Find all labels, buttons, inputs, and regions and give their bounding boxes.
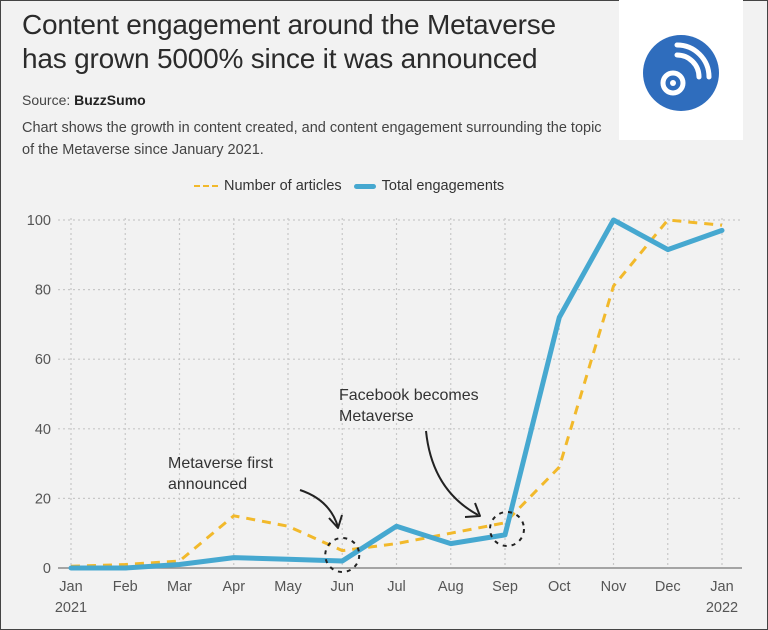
x-tick-label: Jan	[710, 579, 733, 595]
annotation-label-announced: Metaverse first	[168, 455, 273, 472]
title-line-1: Content engagement around the Metaverse	[22, 9, 556, 40]
chart-description: Chart shows the growth in content create…	[22, 120, 602, 158]
legend-swatch-articles	[194, 185, 218, 187]
x-tick-label: Aug	[438, 579, 464, 595]
source-line: Source: BuzzSumo	[22, 92, 146, 108]
annotation-label-announced: announced	[168, 476, 247, 493]
x-tick-label: Dec	[655, 579, 681, 595]
x-tick-label: Oct	[548, 579, 571, 595]
x-tick-label: Apr	[222, 579, 245, 595]
x-tick-label: May	[274, 579, 302, 595]
legend-label-articles: Number of articles	[224, 178, 342, 194]
rss-feed-icon	[643, 35, 719, 111]
x-tick-label: Jun	[331, 579, 354, 595]
grid-lines	[58, 218, 742, 568]
x-tick-label: Feb	[113, 579, 138, 595]
y-tick-label: 0	[43, 561, 51, 577]
y-tick-label: 100	[27, 213, 51, 229]
source-name: BuzzSumo	[74, 92, 146, 108]
annotation-circle-sep	[489, 511, 525, 547]
x-tick-label: Nov	[601, 579, 628, 595]
series-line-articles	[70, 218, 723, 568]
annotation-circle-jun	[324, 537, 361, 573]
x-tick-label: Jul	[387, 579, 406, 595]
x-axis-ticks: Jan 2021 Feb Mar Apr May Jun Jul Aug Sep Oct Nov Dec…	[55, 579, 738, 616]
chart-title: Content engagement around the Metaverse …	[22, 8, 612, 76]
annotations: Metaverse first announced Facebook becomes…	[168, 387, 525, 573]
x-tick-label: 2022	[706, 600, 738, 616]
y-tick-label: 20	[35, 491, 51, 507]
legend-swatch-engagements	[353, 183, 376, 189]
series-line-engagements	[68, 217, 725, 571]
series-lines	[68, 217, 725, 571]
chart-legend: Number of articles Total engagements	[194, 176, 504, 196]
x-tick-label: Sep	[492, 579, 518, 595]
x-tick-label: 2021	[55, 600, 87, 616]
source-label: Source:	[22, 92, 71, 108]
annotation-label-facebook: Metaverse	[339, 408, 414, 425]
y-axis-ticks: 0 20 40 60 80 100	[27, 213, 51, 577]
y-tick-label: 80	[35, 283, 51, 299]
x-tick-label: Jan	[59, 579, 82, 595]
annotation-arrow-announced	[299, 489, 339, 528]
arrow-head	[464, 502, 481, 518]
annotation-arrow-facebook	[425, 430, 479, 516]
legend-label-engagements: Total engagements	[381, 178, 505, 194]
y-tick-label: 60	[35, 352, 51, 368]
annotation-label-facebook: Facebook becomes	[339, 387, 479, 404]
logo-box	[619, 0, 743, 140]
x-tick-label: Mar	[167, 579, 192, 595]
arrow-head	[328, 514, 343, 529]
y-tick-label: 40	[35, 422, 51, 438]
title-line-2: has grown 5000% since it was announced	[22, 43, 538, 74]
